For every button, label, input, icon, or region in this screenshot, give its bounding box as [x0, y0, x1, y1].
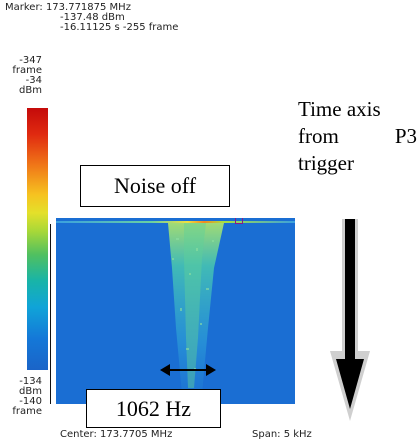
time-note-line1: Time axis: [298, 97, 381, 121]
waterfall-display[interactable]: [56, 218, 295, 404]
time-scale-rule: [50, 224, 51, 404]
span-label: Span: 5 kHz: [252, 429, 312, 440]
colorbar-bottom-dbm-unit: dBm: [19, 386, 42, 397]
marker-readout: Marker: 173.771875 MHz -137.48 dBm -16.1…: [5, 3, 178, 33]
marker-power: -137.48 dBm: [60, 12, 125, 23]
colorbar-bottom-labels: -134 dBm -140 frame: [2, 377, 42, 417]
noise-off-label: Noise off: [80, 165, 230, 207]
marker-frequency: Marker: 173.771875 MHz: [5, 2, 131, 13]
colorbar-top-frame-value: -347: [19, 55, 42, 66]
waterfall-signal-trace: [168, 223, 224, 394]
bandwidth-arrow-icon: [160, 364, 216, 376]
colorbar-bottom-frame-unit: frame: [12, 406, 42, 417]
colorbar-top-frame-unit: frame: [12, 65, 42, 76]
time-axis-note: Time axis from P3 trigger: [298, 96, 417, 177]
center-frequency-label: Center: 173.7705 MHz: [60, 429, 173, 440]
colorbar-top-dbm-unit: dBm: [19, 85, 42, 96]
colorbar-bottom-frame-value: -140: [19, 396, 42, 407]
time-note-p3: P3: [394, 124, 417, 148]
marker-indicator[interactable]: [235, 218, 243, 224]
bandwidth-label: 1062 Hz: [86, 389, 221, 428]
color-scale-bar: [27, 108, 48, 370]
time-note-from: from: [298, 124, 339, 148]
time-down-arrow-icon: [330, 219, 370, 421]
marker-time-frame: -16.11125 s -255 frame: [60, 22, 179, 33]
colorbar-bottom-dbm-value: -134: [19, 376, 42, 387]
colorbar-top-dbm-value: -34: [25, 75, 42, 86]
colorbar-top-labels: -347 frame -34 dBm: [2, 56, 42, 96]
time-note-line3: trigger: [298, 151, 354, 175]
time-note-line2: from P3: [298, 123, 417, 150]
waterfall-current-trace: [56, 221, 295, 223]
